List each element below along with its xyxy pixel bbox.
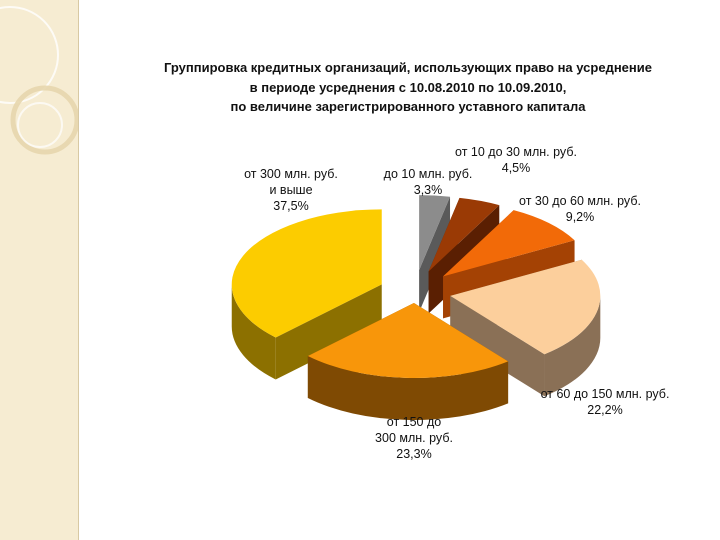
pie-slice-4-top [450,259,601,355]
pie-slice-4 [450,259,601,397]
pie-slice-1-side-2 [419,196,451,313]
chart-title-line-2: в периоде усреднения с 10.08.2010 по 10.… [250,80,567,95]
pie-slice-5-top [307,302,509,378]
pie-slice-6-side-1 [275,284,382,380]
slice-value-label: 4,5% [502,161,531,175]
slice-label-1: до 10 млн. руб. 3,3% [384,167,473,197]
pie-slice-5-rim [307,356,509,420]
pie-slices [231,195,601,420]
slice-value-label: 23,3% [396,447,431,461]
slice-category-label: от 10 до 30 млн. руб. [455,145,577,159]
slice-category-label: 300 млн. руб. [375,431,453,445]
slice-value-label: 3,3% [414,183,443,197]
slice-category-label: до 10 млн. руб. [384,167,473,181]
pie-slice-6-top [231,209,382,338]
slice-category-label: от 150 до [387,415,441,429]
pie-slice-4-side-2 [450,295,545,397]
chart-title: Группировка кредитных организаций, испол… [164,60,652,114]
decorative-circles [0,6,78,155]
slice-category-label: от 300 млн. руб. [244,167,338,181]
pie-slice-1 [419,195,451,313]
slice-category-label: от 30 до 60 млн. руб. [519,194,641,208]
chart-title-line-1: Группировка кредитных организаций, испол… [164,60,652,75]
slice-category-label: от 60 до 150 млн. руб. [541,387,670,401]
slice-value-label: 9,2% [566,210,595,224]
pie-slice-1-top [419,195,451,271]
slice-value-label: 37,5% [273,199,308,213]
decorative-side-panel [0,0,79,540]
slice-label-6: от 300 млн. руб. и выше 37,5% [244,167,338,213]
pie-slice-6-rim [231,284,276,380]
pie-labels: до 10 млн. руб. 3,3% от 10 до 30 млн. руб.… [244,145,669,461]
pie-slice-3-top [443,210,575,277]
slice-label-4: от 60 до 150 млн. руб. 22,2% [541,387,670,417]
slice-label-5: от 150 до 300 млн. руб. 23,3% [375,415,453,461]
pie-slice-4-rim [544,295,601,397]
chart-title-line-3: по величине зарегистрированного уставног… [231,99,587,114]
pie-slice-6 [231,209,382,380]
slice-label-2: от 10 до 30 млн. руб. 4,5% [455,145,577,175]
slice-label-3: от 30 до 60 млн. руб. 9,2% [519,194,641,224]
slice-value-label: 22,2% [587,403,622,417]
pie-slice-2-top [428,197,500,272]
slice-category-label: и выше [269,183,312,197]
pie-slice-5 [307,302,509,420]
